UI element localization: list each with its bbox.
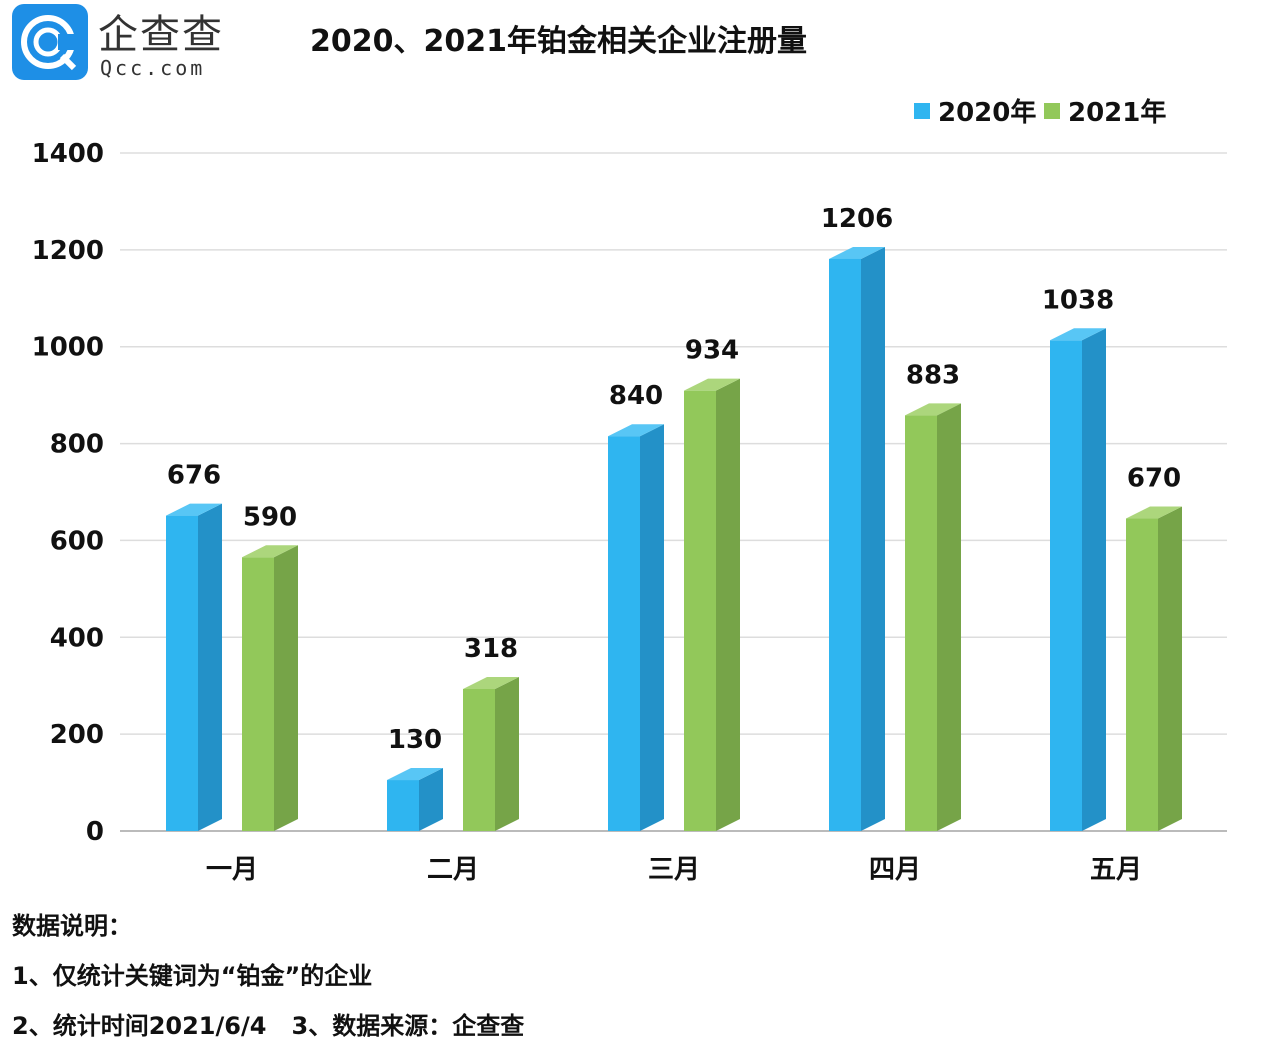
- logo-name: 企查查: [98, 12, 224, 58]
- legend-item-2020: 2020年: [914, 92, 1036, 129]
- bar: [166, 515, 198, 831]
- x-tick-label: 二月: [427, 855, 479, 885]
- x-tick-label: 四月: [869, 855, 921, 885]
- bar-top: [242, 545, 298, 558]
- bar-top: [608, 424, 664, 437]
- bar-side: [495, 676, 519, 831]
- data-label: 1206: [821, 204, 893, 234]
- x-tick-label: 一月: [206, 855, 258, 885]
- qcc-logo-icon: [12, 4, 88, 80]
- bar-side: [274, 545, 298, 831]
- y-tick-label: 800: [50, 430, 104, 460]
- data-label: 934: [685, 336, 739, 366]
- note-line-2: 2、统计时间2021/6/4 3、数据来源：企查查: [12, 1012, 525, 1040]
- bar-side: [1082, 328, 1106, 831]
- note-line-1: 1、仅统计关键词为“铂金”的企业: [12, 962, 373, 990]
- legend-swatch: [914, 102, 930, 119]
- legend-swatch: [1044, 102, 1060, 119]
- bar-side: [937, 403, 961, 831]
- bar: [1126, 518, 1158, 831]
- data-label: 1038: [1042, 285, 1114, 315]
- logo-domain: Qcc.com: [100, 56, 206, 80]
- y-tick-label: 1400: [32, 139, 104, 169]
- y-tick-label: 200: [50, 720, 104, 750]
- y-tick-label: 1200: [32, 236, 104, 266]
- bar-side: [640, 424, 664, 831]
- legend-label: 2021年: [1068, 98, 1167, 128]
- legend-label: 2020年: [938, 98, 1037, 128]
- data-label: 670: [1127, 464, 1181, 494]
- bar-top: [829, 246, 885, 259]
- bar: [608, 436, 640, 831]
- chart-title: 2020、2021年铂金相关企业注册量: [310, 24, 807, 59]
- bar: [463, 688, 495, 831]
- bar-side: [861, 246, 885, 832]
- bar-top: [684, 378, 740, 391]
- data-label: 840: [609, 381, 663, 411]
- bar: [905, 415, 937, 831]
- data-label: 883: [906, 360, 960, 390]
- y-tick-label: 600: [50, 526, 104, 556]
- bar-top: [1126, 506, 1182, 519]
- bar: [242, 557, 274, 831]
- x-tick-label: 三月: [648, 855, 700, 885]
- bar: [387, 780, 419, 831]
- data-label: 676: [167, 461, 221, 491]
- bar-top: [1050, 328, 1106, 341]
- bar-side: [1158, 506, 1182, 831]
- note-heading: 数据说明：: [12, 912, 132, 940]
- bar: [829, 258, 861, 831]
- bar-top: [166, 503, 222, 516]
- y-tick-label: 1000: [32, 333, 104, 363]
- bar-side: [419, 768, 443, 831]
- y-tick-label: 400: [50, 623, 104, 653]
- bar-top: [463, 676, 519, 689]
- bar: [684, 390, 716, 831]
- y-tick-label: 0: [86, 817, 104, 847]
- bar-side: [198, 503, 222, 831]
- bar: [1050, 340, 1082, 831]
- data-label: 318: [464, 634, 518, 664]
- legend-item-2021: 2021年: [1044, 92, 1166, 129]
- bar-side: [716, 378, 740, 831]
- data-label: 130: [388, 725, 442, 755]
- x-tick-label: 五月: [1090, 855, 1142, 885]
- bar-top: [387, 768, 443, 781]
- data-label: 590: [243, 502, 297, 532]
- bar-top: [905, 403, 961, 416]
